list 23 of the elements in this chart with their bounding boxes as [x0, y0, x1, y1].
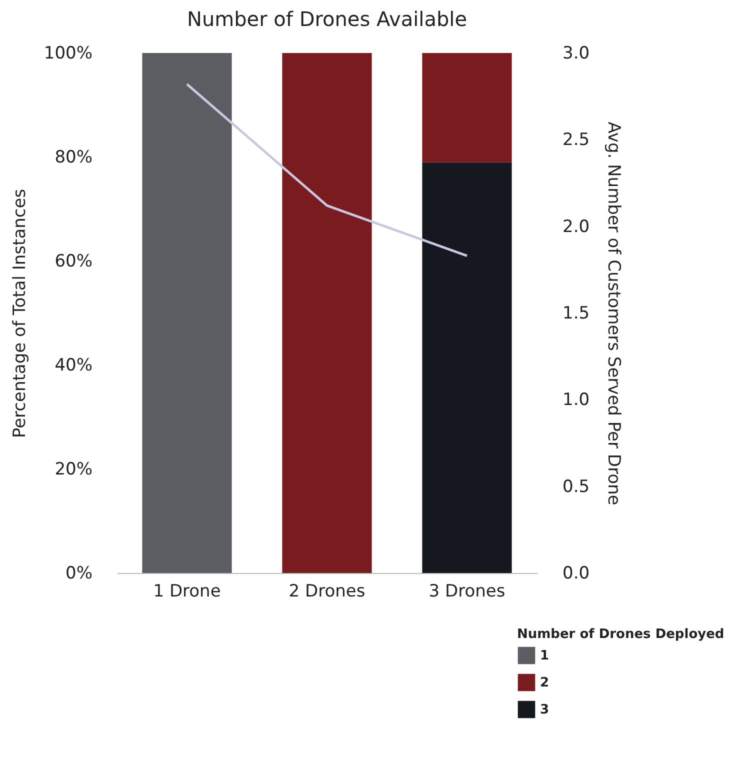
y-tick-label: 40%	[54, 356, 92, 376]
legend-title: Number of Drones Deployed	[517, 627, 724, 642]
x-tick-label: 2 Drones	[288, 582, 366, 602]
legend-label: 1	[540, 648, 550, 664]
y-axis-title: Percentage of Total Instances	[10, 188, 30, 438]
y-tick-label: 80%	[54, 148, 92, 168]
y2-tick-label: 2.5	[562, 130, 590, 150]
y2-tick-label: 1.0	[562, 390, 590, 410]
y-tick-label: 20%	[54, 460, 92, 480]
y2-tick-label: 0.5	[562, 476, 590, 497]
y2-axis-title: Avg. Number of Customers Served Per Drone	[604, 122, 624, 506]
y2-tick-label: 2.0	[562, 216, 590, 237]
chart-title: Number of Drones Available	[186, 7, 468, 31]
y2-tick-label: 3.0	[562, 44, 590, 64]
y2-tick-label: 0.0	[562, 564, 590, 584]
x-tick-label: 1 Drone	[153, 582, 221, 602]
y-tick-label: 100%	[44, 44, 92, 64]
legend-label: 3	[540, 702, 550, 718]
x-tick-label: 3 Drones	[428, 582, 506, 602]
y2-tick-label: 1.5	[562, 304, 590, 324]
y-tick-label: 60%	[54, 252, 92, 272]
legend-label: 2	[540, 676, 550, 690]
y-tick-label: 0%	[66, 564, 92, 584]
